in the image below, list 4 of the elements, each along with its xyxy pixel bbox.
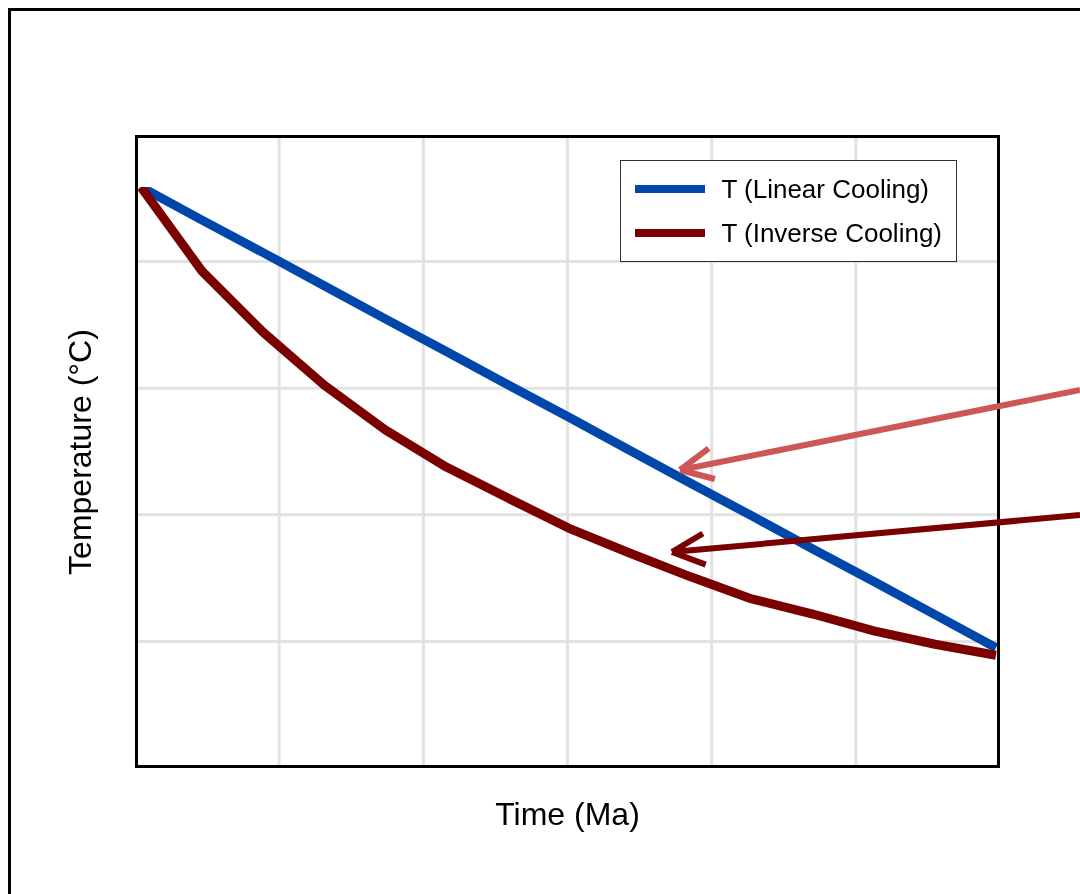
x-axis-title: Time (Ma) [494, 796, 641, 833]
legend-label: T (Inverse Cooling) [721, 217, 942, 249]
legend-label: T (Linear Cooling) [721, 173, 930, 205]
y-axis-title: Temperature (°C) [61, 328, 99, 575]
